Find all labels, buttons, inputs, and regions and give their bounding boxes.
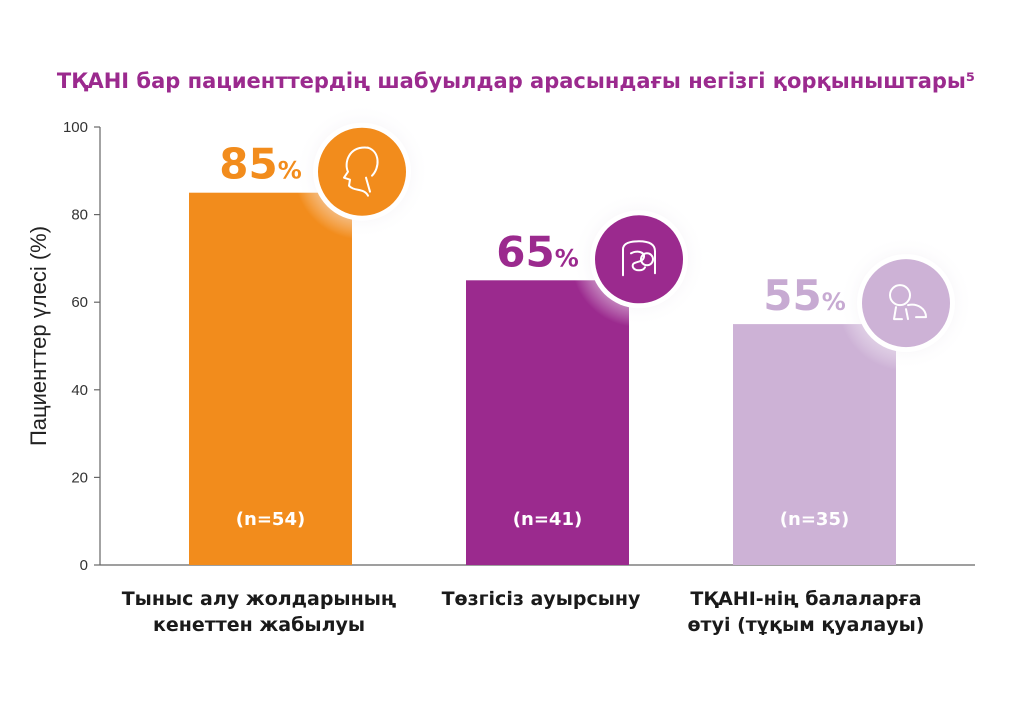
y-tick-label: 0 [80, 557, 88, 574]
x-category-label: ТҚАНІ-нің балаларға өтуі (тұқым қуалауы) [688, 588, 925, 636]
bar [466, 280, 629, 565]
bar [189, 192, 352, 565]
x-category-label: Төзгісіз ауырсыну [442, 588, 641, 610]
face-throat-icon [318, 127, 406, 216]
y-tick-label: 20 [71, 469, 88, 486]
labels: (n=54) 85% Тыныс алу жолдарының кенеттен жа… [122, 103, 974, 636]
crawling-baby-icon-glyph [889, 284, 927, 321]
face-throat-icon-glyph [343, 146, 379, 197]
bar [733, 324, 896, 565]
bar-value-label: 85% [219, 140, 302, 189]
y-axis-label: Пациенттер үлесі (%) [26, 226, 51, 446]
y-tick-label: 80 [71, 207, 88, 224]
y-tick-label: 40 [71, 382, 88, 399]
chart-title: ТҚАНІ бар пациенттердің шабуылдар арасын… [57, 69, 975, 93]
bar-value-label: 65% [496, 227, 579, 276]
bar-n-label: (n=54) [236, 509, 305, 530]
bar-n-label: (n=41) [513, 509, 582, 530]
intestine-icon-glyph [622, 240, 656, 277]
y-tick-label: 100 [63, 119, 88, 136]
x-category-label: Тыныс алу жолдарының кенеттен жабылуы [122, 588, 397, 636]
bar-value-label: 55% [763, 271, 846, 320]
bar-n-label: (n=35) [780, 509, 849, 530]
bars [189, 192, 896, 565]
y-tick-label: 60 [71, 294, 88, 311]
intestine-icon [595, 215, 683, 304]
